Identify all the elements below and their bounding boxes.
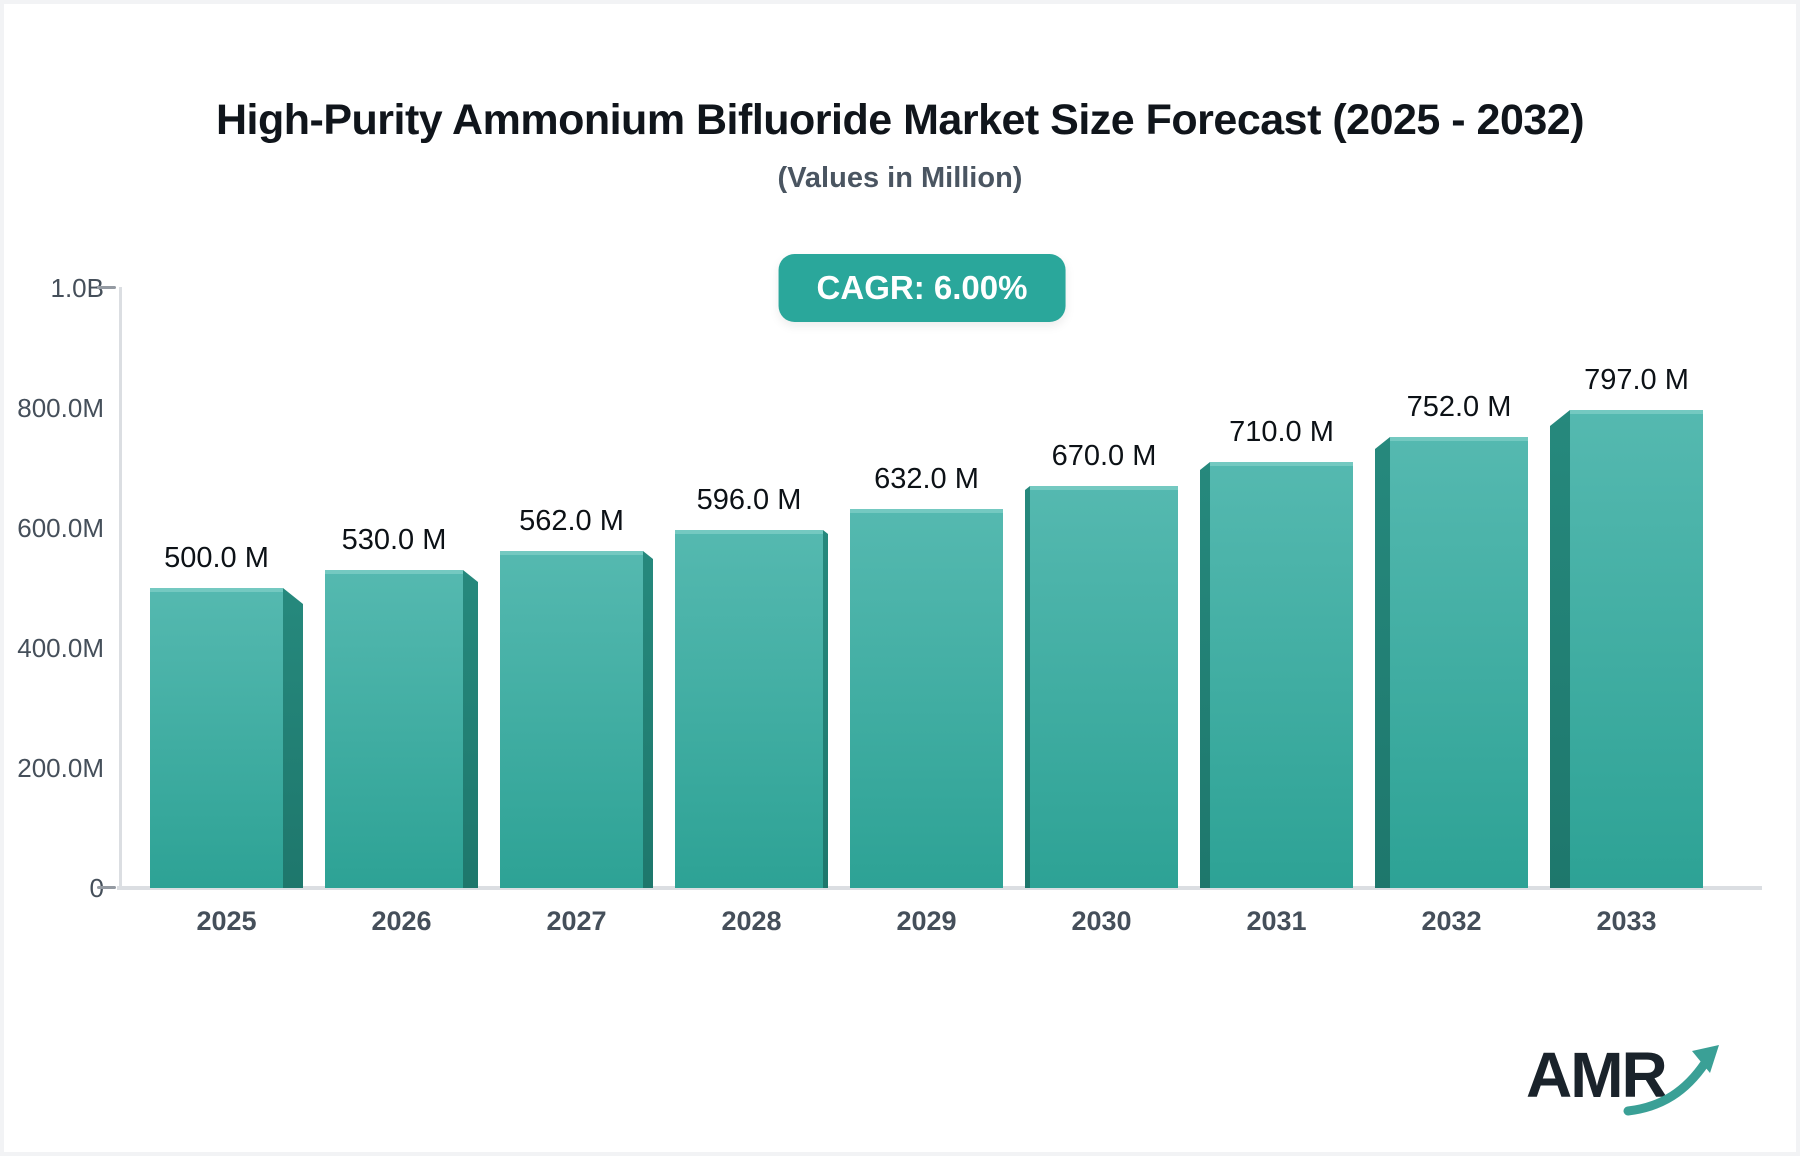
y-axis-tick-label: 800.0M bbox=[17, 393, 104, 423]
y-axis-tick-label: 600.0M bbox=[17, 513, 104, 543]
bar-value-label-2028: 596.0 M bbox=[696, 484, 802, 516]
bar-top-highlight bbox=[325, 570, 463, 574]
bar-value-label-2033: 797.0 M bbox=[1584, 364, 1689, 396]
bar-top-highlight bbox=[1570, 410, 1703, 414]
bar-top-highlight bbox=[1030, 486, 1178, 490]
y-axis-tick-mark bbox=[97, 886, 116, 889]
bar-2027[interactable] bbox=[500, 551, 653, 888]
bar-value-label-2029: 632.0 M bbox=[874, 463, 979, 495]
x-axis-label-2026: 2026 bbox=[371, 906, 432, 936]
bar-side-face bbox=[823, 530, 828, 888]
bar-side-face bbox=[643, 551, 653, 888]
bar-side-face bbox=[463, 570, 478, 888]
x-axis-label-2028: 2028 bbox=[721, 906, 782, 936]
chart-title: High-Purity Ammonium Bifluoride Market S… bbox=[215, 96, 1585, 144]
y-axis-line bbox=[119, 287, 122, 890]
bar-top-highlight bbox=[850, 509, 1003, 513]
x-axis-label-2030: 2030 bbox=[1071, 906, 1132, 936]
bar-front-face bbox=[675, 530, 823, 888]
bar-top-highlight bbox=[1210, 462, 1353, 466]
bar-side-face bbox=[1200, 462, 1210, 888]
bar-front-face bbox=[1570, 410, 1703, 888]
bar-front-face bbox=[1390, 437, 1528, 888]
bar-side-face bbox=[283, 588, 303, 888]
bar-2029[interactable] bbox=[850, 509, 1003, 888]
bar-value-label-2031: 710.0 M bbox=[1229, 416, 1334, 448]
bar-front-face bbox=[150, 588, 283, 888]
bar-top-highlight bbox=[150, 588, 283, 592]
bar-value-label-2030: 670.0 M bbox=[1051, 440, 1157, 472]
bar-value-label-2032: 752.0 M bbox=[1406, 391, 1512, 423]
bar-chart-plot-area: 1.0B 800.0M 600.0M 400.0M 200.0M 0 500.0 M 2025… bbox=[4, 4, 1796, 1152]
bar-front-face bbox=[1030, 486, 1178, 888]
bar-2028[interactable] bbox=[675, 530, 828, 888]
x-axis-label-2031: 2031 bbox=[1246, 906, 1307, 936]
x-axis-label-2029: 2029 bbox=[896, 906, 957, 936]
y-axis-tick-label: 0 bbox=[12, 873, 104, 903]
bar-2032[interactable] bbox=[1375, 437, 1528, 888]
bar-2031[interactable] bbox=[1200, 462, 1353, 888]
chart-card: High-Purity Ammonium Bifluoride Market S… bbox=[4, 4, 1796, 1152]
bar-front-face bbox=[325, 570, 463, 888]
bar-value-label-2025: 500.0 M bbox=[164, 542, 269, 574]
bar-front-face bbox=[500, 551, 643, 888]
y-axis-tick-label: 200.0M bbox=[17, 753, 104, 783]
cagr-badge: CAGR: 6.00% bbox=[778, 254, 1066, 322]
bar-side-face bbox=[1025, 486, 1030, 888]
x-axis-label-2032: 2032 bbox=[1421, 906, 1482, 936]
x-axis-label-2025: 2025 bbox=[196, 906, 257, 936]
bar-front-face bbox=[1210, 462, 1353, 888]
bar-top-highlight bbox=[500, 551, 643, 555]
bar-front-face bbox=[850, 509, 1003, 888]
bar-2026[interactable] bbox=[325, 570, 478, 888]
bar-2025[interactable] bbox=[150, 588, 303, 888]
y-axis-tick-label: 400.0M bbox=[17, 633, 104, 663]
bar-side-face bbox=[1550, 410, 1570, 888]
bar-2030[interactable] bbox=[1025, 486, 1178, 888]
x-axis-label-2027: 2027 bbox=[546, 906, 607, 936]
bar-side-face bbox=[1375, 437, 1390, 888]
bar-2033[interactable] bbox=[1550, 410, 1703, 888]
amr-logo: AMR bbox=[1524, 1029, 1734, 1124]
bar-value-label-2026: 530.0 M bbox=[341, 524, 447, 556]
y-axis-tick-label: 1.0B bbox=[50, 273, 105, 303]
amr-logo-text: AMR bbox=[1526, 1039, 1667, 1111]
growth-arrow-icon bbox=[1623, 1058, 1710, 1116]
bar-top-highlight bbox=[675, 530, 823, 534]
x-axis-line bbox=[117, 886, 1762, 890]
y-axis-tick-mark bbox=[97, 286, 116, 289]
bar-top-highlight bbox=[1390, 437, 1528, 441]
x-axis-label-2033: 2033 bbox=[1596, 906, 1657, 936]
chart-subtitle: (Values in Million) bbox=[777, 162, 1023, 194]
bar-value-label-2027: 562.0 M bbox=[519, 505, 624, 537]
